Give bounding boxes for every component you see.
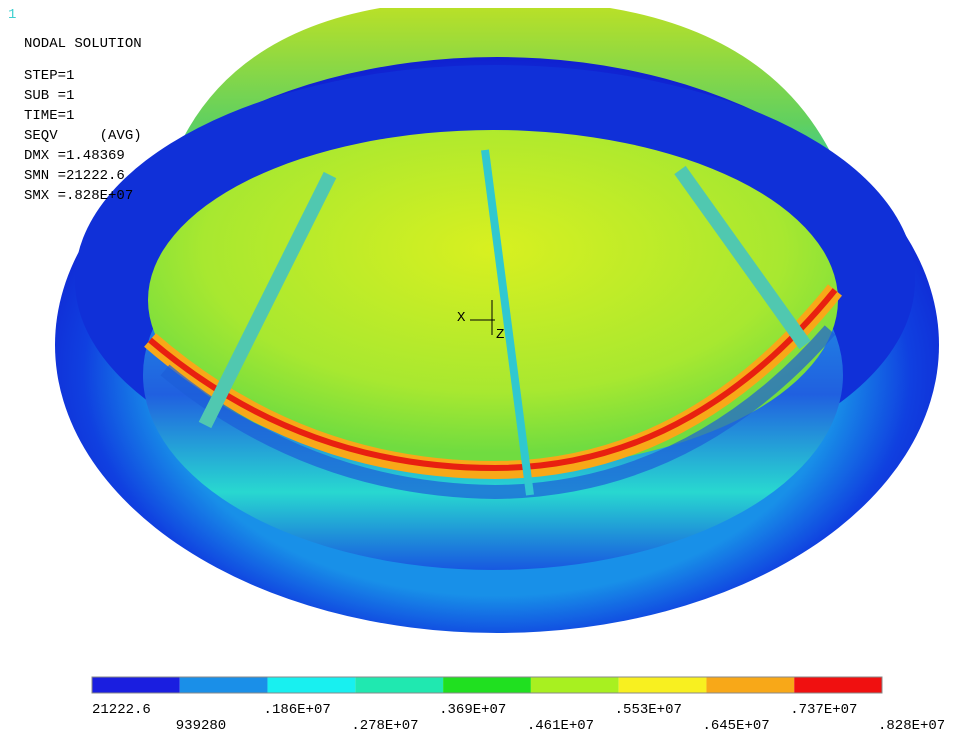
window-number: 1 (8, 7, 16, 23)
legend-swatch (180, 677, 268, 693)
info-block: STEP=1 SUB =1 TIME=1 SEQV (AVG) DMX =1.48369… (24, 68, 142, 204)
info-line: SUB =1 (24, 88, 74, 104)
legend: 21222.6 939280 .186E+07 .278E+07 .369E+07 .46… (92, 677, 945, 734)
legend-label: 939280 (176, 718, 226, 734)
info-line: STEP=1 (24, 68, 74, 84)
result-view: 1 NODAL SOLUTION X Z STEP=1SUB =1TIME=1S… (0, 0, 966, 734)
legend-label: .553E+07 (615, 702, 682, 718)
legend-swatch (268, 677, 356, 693)
legend-label: .186E+07 (264, 702, 331, 718)
legend-label: .645E+07 (702, 718, 769, 734)
triad-x: X (457, 310, 466, 326)
legend-label: .461E+07 (527, 718, 594, 734)
legend-label: .828E+07 (878, 718, 945, 734)
legend-label: 21222.6 (92, 702, 151, 718)
info-line: SMX =.828E+07 (24, 188, 133, 204)
model (55, 8, 939, 633)
legend-swatch (619, 677, 707, 693)
legend-label: .278E+07 (351, 718, 418, 734)
triad-z: Z (496, 327, 504, 343)
legend-swatch (443, 677, 531, 693)
info-line: DMX =1.48369 (24, 148, 125, 164)
legend-label: .369E+07 (439, 702, 506, 718)
legend-label: .737E+07 (790, 702, 857, 718)
legend-swatch (794, 677, 882, 693)
legend-swatch (355, 677, 443, 693)
info-line: SEQV (AVG) (24, 128, 142, 144)
result-title: NODAL SOLUTION (24, 36, 142, 52)
legend-swatch (92, 677, 180, 693)
info-line: TIME=1 (24, 108, 74, 124)
legend-swatch (706, 677, 794, 693)
legend-swatch (531, 677, 619, 693)
info-line: SMN =21222.6 (24, 168, 125, 184)
